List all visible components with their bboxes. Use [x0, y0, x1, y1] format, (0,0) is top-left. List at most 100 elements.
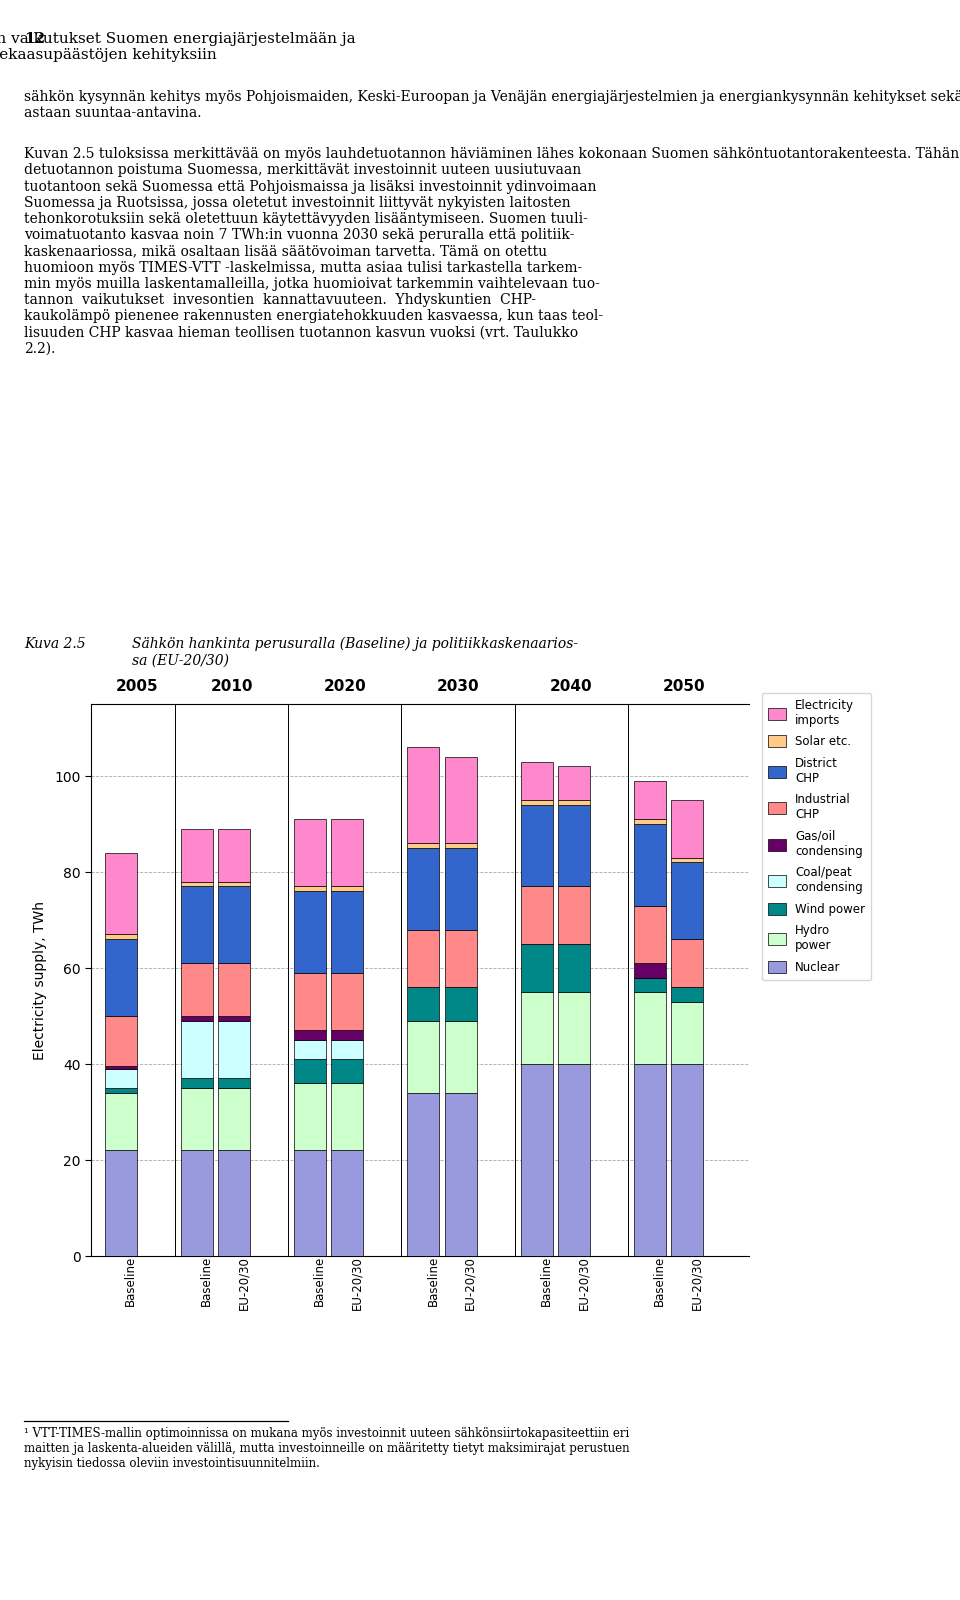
Bar [294, 1040, 326, 1059]
Bar [407, 843, 440, 848]
Bar [407, 747, 440, 843]
Bar [634, 781, 666, 819]
Bar [444, 987, 476, 1021]
Text: Baseline: Baseline [540, 1256, 553, 1306]
Text: Baseline: Baseline [653, 1256, 666, 1306]
Text: Tiukemman päästötavoitteen vaikutukset Suomen energiajärjestelmään ja
kasvihuone: Tiukemman päästötavoitteen vaikutukset S… [0, 32, 356, 62]
Bar [105, 1016, 137, 1067]
Bar [218, 829, 251, 882]
Bar [558, 886, 589, 944]
Bar [331, 1150, 364, 1256]
Bar [331, 819, 364, 886]
Bar [331, 1030, 364, 1040]
Text: sähkön kysynnän kehitys myös Pohjoismaiden, Keski-Euroopan ja Venäjän energiajär: sähkön kysynnän kehitys myös Pohjoismaid… [24, 90, 960, 120]
Text: EU-20/30: EU-20/30 [237, 1256, 251, 1310]
Bar [671, 1002, 703, 1064]
Bar [671, 800, 703, 858]
Bar [558, 800, 589, 805]
Text: EU-20/30: EU-20/30 [464, 1256, 476, 1310]
Bar [105, 1088, 137, 1093]
Text: EU-20/30: EU-20/30 [350, 1256, 364, 1310]
Bar [294, 1083, 326, 1150]
Bar [331, 1059, 364, 1083]
Bar [180, 829, 213, 882]
Bar [218, 886, 251, 963]
Bar [407, 930, 440, 987]
Bar [444, 930, 476, 987]
Text: Baseline: Baseline [313, 1256, 326, 1306]
Bar [105, 934, 137, 939]
Bar [105, 1067, 137, 1069]
Bar [105, 1150, 137, 1256]
Bar [558, 766, 589, 800]
Bar [634, 824, 666, 906]
Bar [520, 886, 553, 944]
Bar [407, 987, 440, 1021]
Bar [444, 1093, 476, 1256]
Bar [634, 906, 666, 963]
Text: Baseline: Baseline [426, 1256, 440, 1306]
Text: 2050: 2050 [663, 680, 706, 694]
Bar [331, 891, 364, 973]
Bar [180, 1088, 213, 1150]
Bar [218, 1150, 251, 1256]
Bar [634, 978, 666, 992]
Bar [331, 973, 364, 1030]
Legend: Electricity
imports, Solar etc., District
CHP, Industrial
CHP, Gas/oil
condensin: Electricity imports, Solar etc., Distric… [762, 693, 871, 979]
Bar [294, 1059, 326, 1083]
Bar [218, 963, 251, 1016]
Bar [671, 987, 703, 1002]
Bar [218, 1016, 251, 1021]
Text: 2040: 2040 [550, 680, 592, 694]
Bar [634, 963, 666, 978]
Text: 2030: 2030 [437, 680, 479, 694]
Bar [520, 805, 553, 886]
Text: 12: 12 [24, 32, 45, 46]
Y-axis label: Electricity supply, TWh: Electricity supply, TWh [34, 901, 47, 1059]
Bar [444, 1021, 476, 1093]
Text: Sähkön hankinta perusuralla (Baseline) ja politiikkaskenaarios-
sa (EU-20/30): Sähkön hankinta perusuralla (Baseline) j… [132, 637, 579, 667]
Bar [671, 858, 703, 862]
Bar [407, 1093, 440, 1256]
Bar [294, 891, 326, 973]
Bar [407, 848, 440, 930]
Bar [105, 1069, 137, 1088]
Bar [218, 1088, 251, 1150]
Bar [520, 944, 553, 992]
Bar [444, 843, 476, 848]
Text: Baseline: Baseline [200, 1256, 213, 1306]
Bar [671, 939, 703, 987]
Bar [180, 1016, 213, 1021]
Bar [180, 882, 213, 886]
Bar [105, 853, 137, 934]
Bar [294, 1150, 326, 1256]
Bar [671, 862, 703, 939]
Bar [558, 805, 589, 886]
Text: 2020: 2020 [324, 680, 366, 694]
Bar [294, 973, 326, 1030]
Bar [520, 1064, 553, 1256]
Bar [294, 886, 326, 891]
Bar [520, 800, 553, 805]
Bar [180, 1150, 213, 1256]
Bar [331, 1040, 364, 1059]
Bar [180, 1021, 213, 1078]
Bar [105, 1093, 137, 1150]
Bar [180, 963, 213, 1016]
Bar [671, 1064, 703, 1256]
Text: EU-20/30: EU-20/30 [690, 1256, 703, 1310]
Bar [407, 1021, 440, 1093]
Bar [294, 819, 326, 886]
Bar [218, 1078, 251, 1088]
Bar [558, 944, 589, 992]
Text: Kuva 2.5: Kuva 2.5 [24, 637, 85, 651]
Bar [634, 1064, 666, 1256]
Bar [558, 1064, 589, 1256]
Bar [444, 848, 476, 930]
Text: Kuvan 2.5 tuloksissa merkittävää on myös lauhdetuotannon häviäminen lähes kokona: Kuvan 2.5 tuloksissa merkittävää on myös… [24, 147, 960, 355]
Bar [520, 762, 553, 800]
Text: EU-20/30: EU-20/30 [577, 1256, 589, 1310]
Text: 2010: 2010 [210, 680, 252, 694]
Bar [558, 992, 589, 1064]
Bar [634, 992, 666, 1064]
